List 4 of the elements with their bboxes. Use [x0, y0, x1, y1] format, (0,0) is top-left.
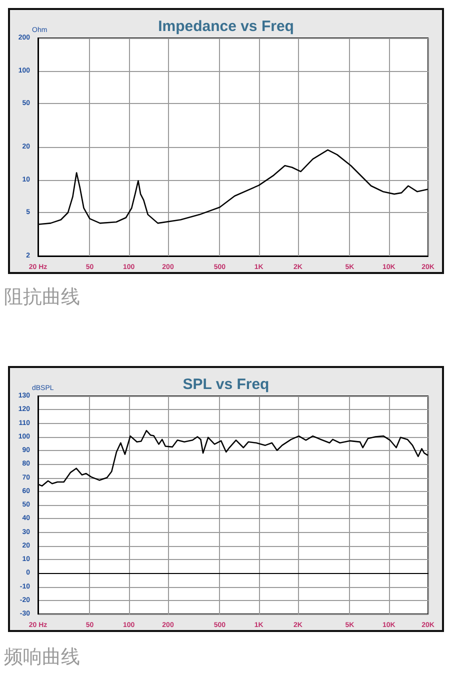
text: 阻抗曲线: [4, 285, 80, 310]
text: 频响曲线: [4, 645, 80, 670]
chart-title: Impedance vs Freq: [158, 18, 294, 35]
chart-title: SPL vs Freq: [182, 376, 270, 393]
